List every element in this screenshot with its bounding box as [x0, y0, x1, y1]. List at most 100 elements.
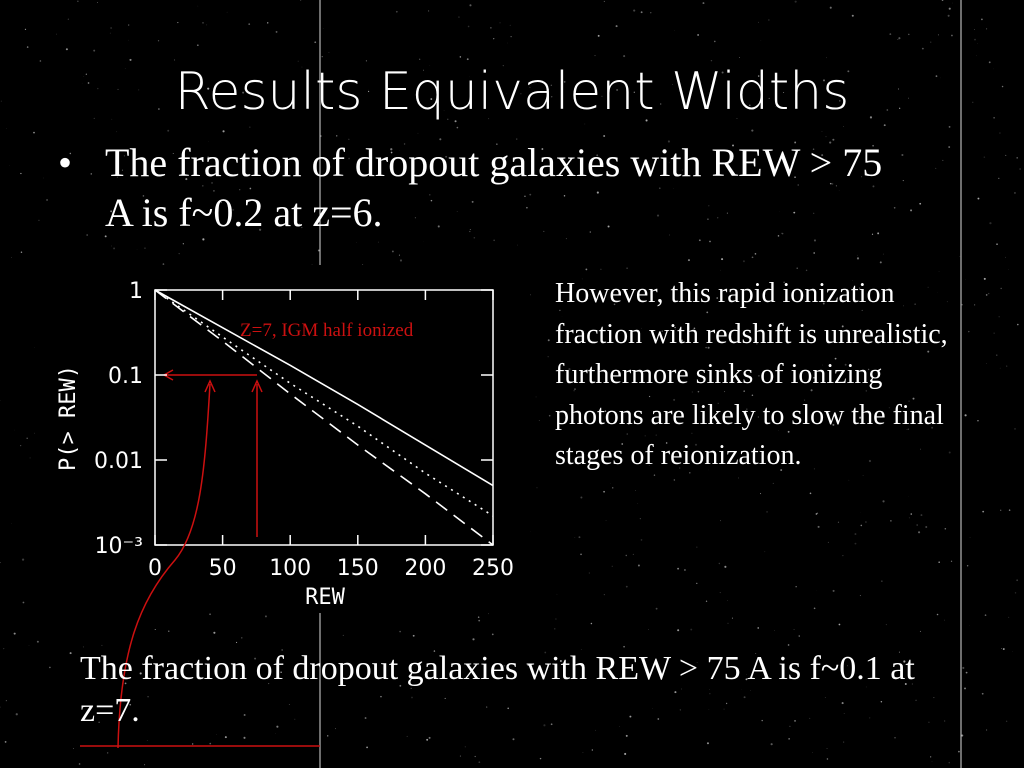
star: [697, 34, 699, 36]
star: [865, 390, 867, 392]
star: [782, 321, 784, 323]
star: [612, 487, 614, 489]
star: [550, 95, 553, 98]
star: [77, 0, 79, 2]
star: [761, 719, 763, 722]
star: [665, 442, 668, 444]
star: [584, 123, 586, 125]
star: [411, 696, 413, 699]
star: [696, 546, 698, 548]
star: [721, 258, 724, 261]
star: [751, 129, 754, 132]
star: [613, 303, 616, 306]
star: [847, 665, 849, 667]
star: [582, 752, 584, 753]
star: [822, 364, 823, 366]
star: [556, 593, 558, 595]
star: [536, 487, 538, 489]
star: [535, 396, 537, 398]
star: [673, 188, 675, 189]
star: [433, 650, 436, 652]
star: [862, 475, 864, 476]
star: [493, 239, 495, 242]
star: [843, 741, 845, 743]
star: [362, 264, 364, 266]
star: [683, 568, 686, 571]
star: [821, 154, 824, 157]
star: [940, 77, 941, 79]
star: [697, 390, 700, 393]
star: [881, 580, 883, 582]
star: [756, 342, 758, 345]
star: [603, 0, 605, 3]
star: [640, 539, 643, 541]
star: [624, 752, 627, 756]
star: [26, 437, 28, 439]
star: [780, 469, 783, 472]
star: [804, 399, 806, 401]
star: [908, 400, 910, 402]
star: [410, 687, 412, 689]
star: [543, 724, 546, 727]
star: [727, 622, 729, 624]
star: [964, 414, 967, 417]
star: [520, 93, 522, 95]
star: [512, 738, 515, 741]
star: [1005, 256, 1006, 258]
star: [983, 277, 986, 280]
star: [259, 228, 262, 231]
star: [67, 18, 69, 20]
star: [1006, 365, 1008, 367]
star: [588, 572, 590, 574]
star: [948, 146, 951, 148]
star: [930, 756, 932, 758]
star: [447, 118, 449, 121]
star: [675, 329, 676, 330]
star: [885, 624, 887, 626]
star: [977, 43, 978, 44]
star: [1000, 287, 1002, 290]
chart-panel: [35, 265, 530, 613]
star: [861, 176, 863, 178]
star: [281, 649, 283, 651]
star: [1008, 509, 1011, 511]
star: [907, 428, 909, 430]
star: [142, 195, 145, 197]
star: [968, 330, 970, 333]
star: [919, 202, 922, 205]
star: [526, 206, 528, 209]
star: [871, 233, 874, 235]
star: [702, 2, 705, 5]
star: [0, 100, 2, 102]
star: [927, 286, 929, 288]
star: [872, 185, 875, 188]
star: [859, 287, 861, 289]
star: [1017, 323, 1019, 326]
star: [974, 304, 976, 306]
star: [301, 227, 303, 229]
star: [82, 646, 84, 648]
data-line: [154, 289, 494, 487]
star: [936, 613, 939, 616]
star: [104, 235, 107, 238]
star: [459, 755, 461, 757]
star: [601, 95, 603, 97]
star: [772, 416, 775, 418]
star: [948, 125, 951, 128]
star: [348, 157, 350, 160]
star: [974, 38, 976, 41]
star: [611, 565, 613, 567]
star: [403, 143, 406, 145]
y-tick-label: 1: [129, 279, 143, 304]
star: [151, 170, 154, 173]
star: [241, 637, 243, 639]
star: [625, 554, 627, 557]
star: [987, 292, 990, 295]
star: [20, 445, 22, 447]
star: [632, 553, 634, 555]
star: [207, 87, 210, 90]
star: [595, 729, 597, 731]
star: [563, 674, 566, 677]
star: [393, 157, 396, 160]
star: [759, 493, 762, 495]
